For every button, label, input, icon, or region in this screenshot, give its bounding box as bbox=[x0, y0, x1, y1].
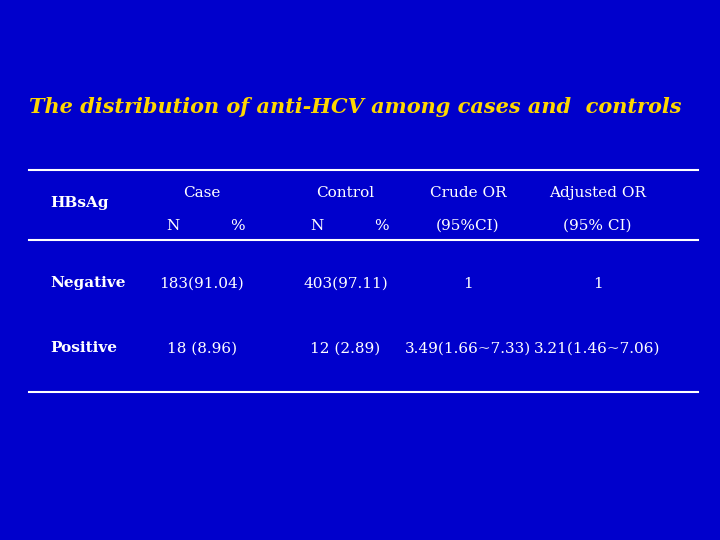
Text: The distribution of anti-HCV among cases and  controls: The distribution of anti-HCV among cases… bbox=[29, 97, 681, 117]
Text: N: N bbox=[310, 219, 323, 233]
Text: HBsAg: HBsAg bbox=[50, 195, 109, 210]
Text: 12 (2.89): 12 (2.89) bbox=[310, 341, 381, 355]
Text: 18 (8.96): 18 (8.96) bbox=[166, 341, 237, 355]
Text: 183(91.04): 183(91.04) bbox=[159, 276, 244, 291]
Text: %: % bbox=[230, 219, 245, 233]
Text: Case: Case bbox=[183, 186, 220, 200]
Text: 3.49(1.66~7.33): 3.49(1.66~7.33) bbox=[405, 341, 531, 355]
Text: (95% CI): (95% CI) bbox=[563, 219, 632, 233]
Text: 3.21(1.46~7.06): 3.21(1.46~7.06) bbox=[534, 341, 661, 355]
Text: Positive: Positive bbox=[50, 341, 117, 355]
Text: 403(97.11): 403(97.11) bbox=[303, 276, 388, 291]
Text: Adjusted OR: Adjusted OR bbox=[549, 186, 646, 200]
Text: N: N bbox=[166, 219, 179, 233]
Text: Negative: Negative bbox=[50, 276, 126, 291]
Text: Crude OR: Crude OR bbox=[430, 186, 506, 200]
Text: (95%CI): (95%CI) bbox=[436, 219, 500, 233]
Text: %: % bbox=[374, 219, 389, 233]
Text: Control: Control bbox=[317, 186, 374, 200]
Text: 1: 1 bbox=[463, 276, 473, 291]
Text: 1: 1 bbox=[593, 276, 603, 291]
